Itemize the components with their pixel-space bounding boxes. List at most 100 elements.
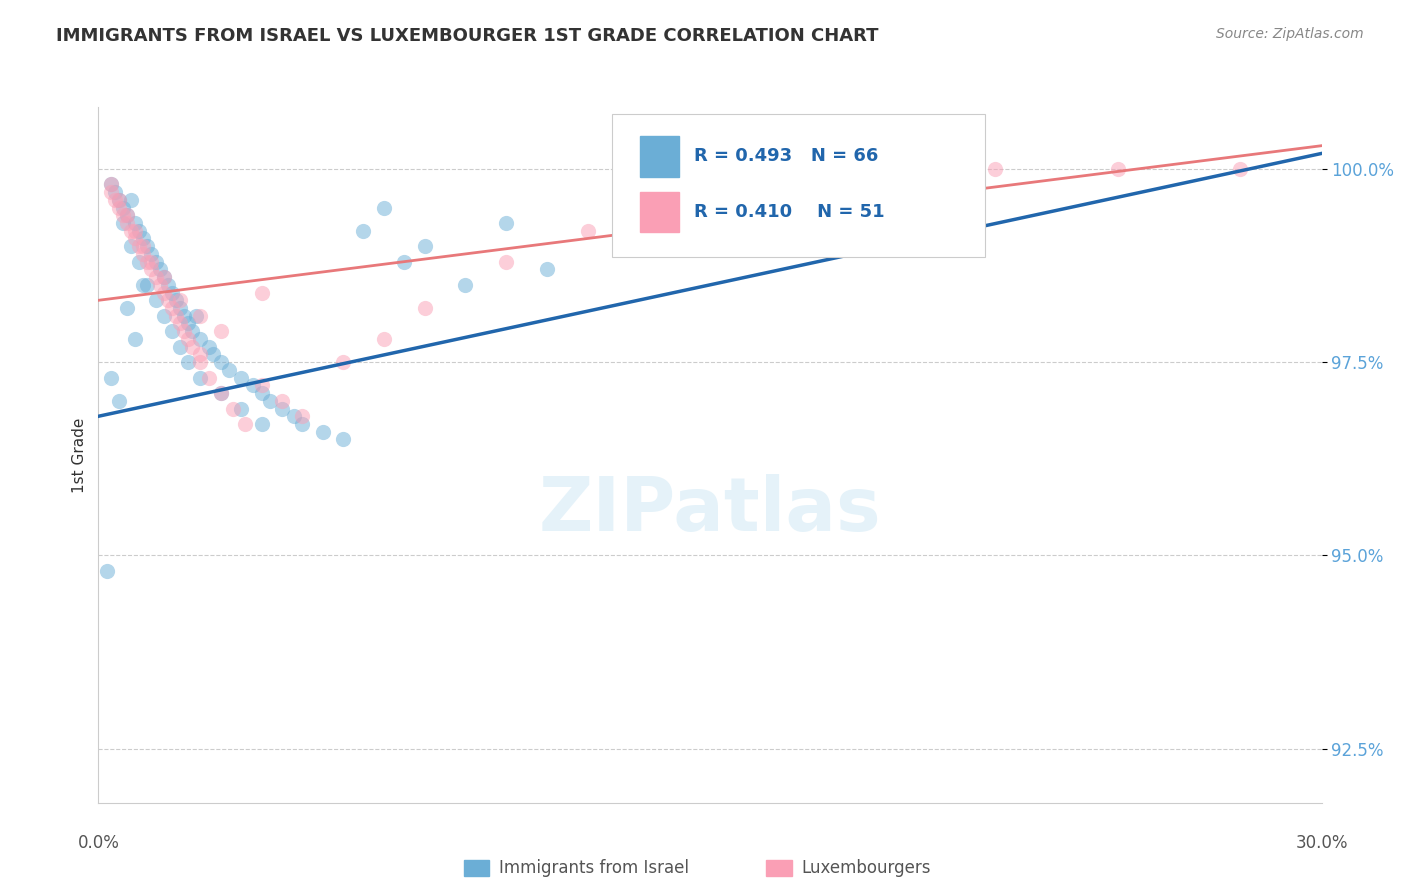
Point [373, 332, 395, 346]
Point [165, 309, 187, 323]
Point [454, 277, 477, 292]
Bar [640, 192, 679, 232]
Point [291, 417, 314, 431]
Point [120, 239, 142, 253]
Point [231, 370, 253, 384]
Point [250, 417, 273, 431]
Bar [640, 136, 679, 177]
Point [145, 270, 167, 285]
Point [160, 324, 183, 338]
Point [145, 254, 167, 268]
Point [120, 193, 142, 207]
Text: R = 0.493   N = 66: R = 0.493 N = 66 [695, 147, 879, 165]
Point [218, 363, 240, 377]
Point [270, 401, 294, 416]
Point [100, 185, 122, 199]
Y-axis label: 1st Grade: 1st Grade [72, 417, 87, 492]
Point [270, 393, 294, 408]
Point [536, 262, 558, 277]
Text: Luxembourgers: Luxembourgers [801, 859, 931, 877]
Point [209, 386, 232, 401]
Point [152, 270, 174, 285]
Point [108, 193, 131, 207]
Point [111, 216, 134, 230]
Point [124, 332, 146, 346]
Point [903, 161, 925, 176]
Text: 30.0%: 30.0% [1295, 834, 1348, 852]
Point [141, 254, 163, 268]
Point [169, 317, 191, 331]
Point [201, 347, 224, 361]
Point [352, 224, 374, 238]
Text: Source: ZipAtlas.com: Source: ZipAtlas.com [1216, 27, 1364, 41]
Text: R = 0.410    N = 51: R = 0.410 N = 51 [695, 203, 884, 221]
Point [136, 254, 159, 268]
Point [188, 332, 212, 346]
Point [141, 247, 163, 261]
Point [413, 239, 436, 253]
Point [209, 324, 232, 338]
Point [111, 201, 134, 215]
Point [132, 247, 155, 261]
Point [124, 224, 146, 238]
Point [984, 161, 1007, 176]
Point [188, 347, 212, 361]
Point [136, 239, 159, 253]
Point [104, 185, 127, 199]
Point [250, 386, 273, 401]
Point [124, 216, 146, 230]
Point [413, 301, 436, 315]
Point [173, 309, 195, 323]
Point [181, 324, 204, 338]
Point [283, 409, 305, 424]
Point [209, 386, 232, 401]
Point [188, 370, 212, 384]
Point [177, 317, 200, 331]
Point [332, 433, 354, 447]
Point [104, 193, 127, 207]
Point [115, 208, 138, 222]
Text: Immigrants from Israel: Immigrants from Israel [499, 859, 689, 877]
Point [169, 340, 191, 354]
Point [1107, 161, 1129, 176]
Point [312, 425, 335, 439]
Point [173, 324, 195, 338]
Point [115, 216, 138, 230]
Point [160, 301, 183, 315]
Point [169, 301, 191, 315]
Point [699, 193, 721, 207]
Point [165, 293, 187, 308]
Point [152, 270, 174, 285]
Point [186, 309, 208, 323]
Point [108, 201, 131, 215]
Point [156, 293, 179, 308]
Point [222, 401, 245, 416]
Point [821, 178, 844, 192]
Text: ZIPatlas: ZIPatlas [538, 474, 882, 547]
Point [128, 254, 150, 268]
Point [188, 309, 212, 323]
Point [115, 208, 138, 222]
Point [495, 216, 517, 230]
Point [115, 301, 138, 315]
Point [100, 178, 122, 192]
Point [124, 231, 146, 245]
Text: IMMIGRANTS FROM ISRAEL VS LUXEMBOURGER 1ST GRADE CORRELATION CHART: IMMIGRANTS FROM ISRAEL VS LUXEMBOURGER 1… [56, 27, 879, 45]
Point [128, 239, 150, 253]
Point [1229, 161, 1251, 176]
Point [100, 178, 122, 192]
Point [181, 340, 204, 354]
Point [132, 239, 155, 253]
Point [100, 370, 122, 384]
Point [108, 193, 131, 207]
Point [128, 224, 150, 238]
Point [111, 208, 134, 222]
Point [152, 285, 174, 300]
Point [132, 231, 155, 245]
Point [259, 393, 281, 408]
Point [177, 332, 200, 346]
Point [169, 293, 191, 308]
Point [291, 409, 314, 424]
Point [373, 201, 395, 215]
Point [177, 355, 200, 369]
